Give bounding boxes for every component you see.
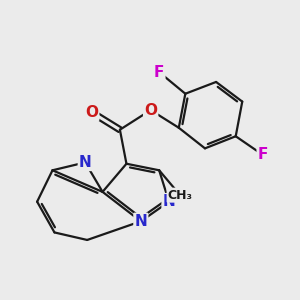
Text: N: N [163, 194, 176, 209]
Text: O: O [85, 105, 98, 120]
Text: N: N [134, 214, 147, 229]
Text: CH₃: CH₃ [168, 189, 193, 202]
Text: N: N [79, 155, 92, 170]
Text: F: F [258, 147, 268, 162]
Text: O: O [144, 103, 157, 118]
Text: F: F [154, 64, 164, 80]
